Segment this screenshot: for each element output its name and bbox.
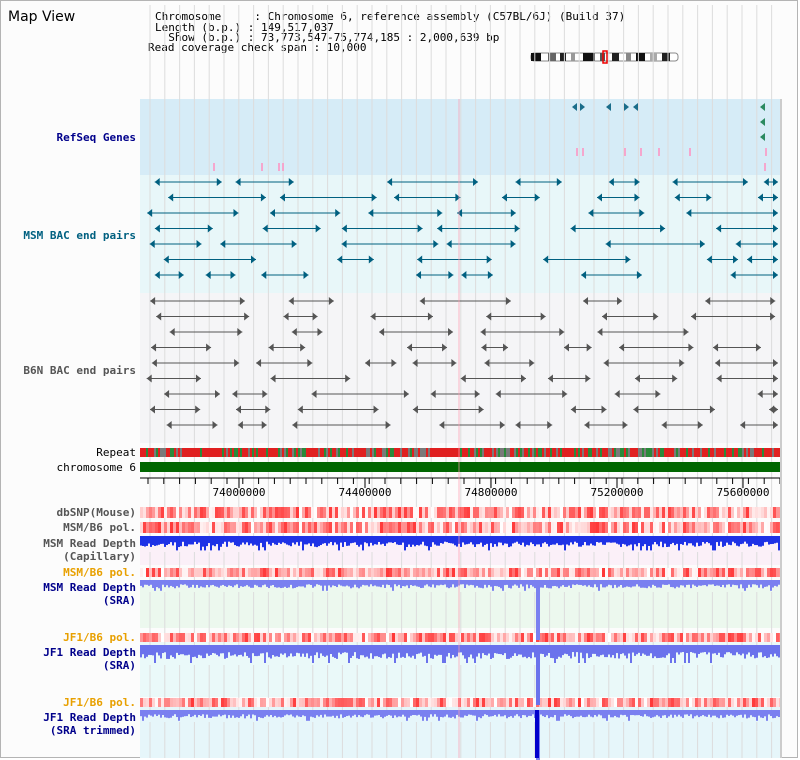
grid-lines	[149, 5, 773, 758]
msm-depth-capillary-label: MSM Read Depth	[43, 537, 136, 550]
right-edge	[780, 99, 782, 758]
msm-pol-2-track-label: MSM/B6 pol.	[63, 566, 136, 579]
msm-bac-track-label: MSM BAC end pairs	[23, 229, 136, 242]
b6n-bac-track-bg	[140, 293, 780, 443]
dbsnp-track-label: dbSNP(Mouse)	[56, 506, 136, 519]
jf1-pol-2-track-label: JF1/B6 pol.	[63, 696, 136, 709]
coordinate-axis: 74000000 74400000 74800000 75200000 75600000	[140, 477, 781, 499]
map-view-title: Map View	[8, 9, 76, 25]
jf1-depth-trim-label: JF1 Read Depth	[43, 711, 136, 724]
axis-tick-label: 74800000	[465, 486, 518, 499]
chromosome-ideogram[interactable]	[530, 50, 679, 64]
axis-tick-label: 75600000	[717, 486, 770, 499]
read-depth-tracks[interactable]	[140, 536, 780, 760]
jf1-pol-track-label: JF1/B6 pol.	[63, 631, 136, 644]
jf1-depth-sra-label: JF1 Read Depth	[43, 646, 136, 659]
refseq-features[interactable]	[213, 103, 767, 171]
b6n-bac-track-label: B6N BAC end pairs	[23, 364, 136, 377]
repeat-track-label: Repeat	[96, 446, 136, 459]
jf1-depth-trim-sub: (SRA trimmed)	[49, 724, 136, 737]
axis-tick-label: 74400000	[339, 486, 392, 499]
chromosome-bar[interactable]	[140, 462, 780, 472]
msm-depth-capillary-sub: (Capillary)	[63, 550, 136, 563]
repeat-track[interactable]	[140, 448, 780, 457]
axis-tick-label: 75200000	[591, 486, 644, 499]
variant-heat-tracks[interactable]	[140, 507, 782, 707]
refseq-track-bg	[140, 99, 780, 175]
msm-bac-features[interactable]	[147, 178, 778, 279]
chromosome-track-label: chromosome 6	[56, 461, 136, 474]
msm-bac-track-bg	[140, 175, 780, 293]
b6n-bac-features[interactable]	[146, 297, 778, 429]
show-range-info: Show (b.p.) : 73,773,547-75,774,185 : 2,…	[168, 31, 500, 44]
jf1-depth-sra-sub: (SRA)	[102, 659, 136, 672]
msm-pol-track-label: MSM/B6 pol.	[63, 521, 136, 534]
refseq-track-label: RefSeq Genes	[56, 131, 136, 144]
axis-tick-label: 74000000	[213, 486, 266, 499]
msm-depth-sra-label: MSM Read Depth	[43, 581, 136, 594]
msm-depth-sra-sub: (SRA)	[102, 594, 136, 607]
